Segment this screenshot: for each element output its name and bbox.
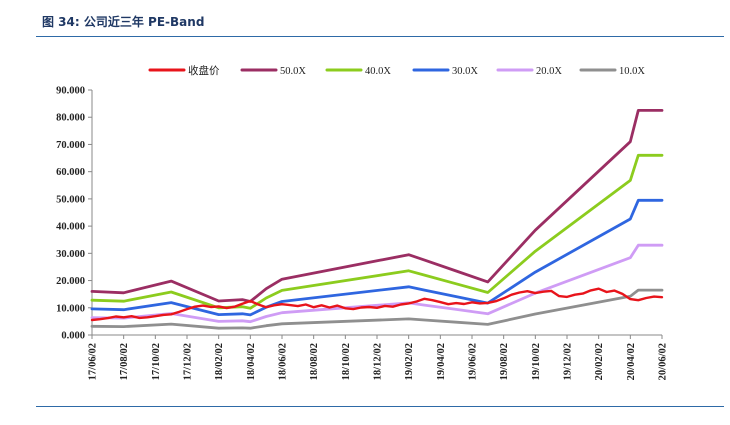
figure-title-text: 公司近三年 PE-Band bbox=[83, 15, 205, 29]
series-line-pe50 bbox=[90, 109, 664, 303]
x-tick-label: 17/12/02 bbox=[183, 343, 194, 380]
y-tick-label: 20.000 bbox=[56, 276, 85, 287]
bottom-rule bbox=[36, 406, 724, 407]
series-line-pe40 bbox=[90, 153, 664, 310]
x-tick-label: 17/08/02 bbox=[119, 343, 130, 380]
x-tick-label: 18/12/02 bbox=[373, 343, 384, 380]
x-tick-label: 18/04/02 bbox=[246, 343, 257, 380]
x-tick-label: 19/08/02 bbox=[499, 343, 510, 380]
series-line-price bbox=[90, 287, 664, 322]
legend-label-pe40: 40.0X bbox=[365, 66, 391, 77]
axes: 0.000 10.000 20.000 30.000 40.000 50.000 60.00… bbox=[56, 86, 668, 381]
x-tick-label: 20/06/02 bbox=[658, 343, 669, 380]
legend-label-pe30: 30.0X bbox=[452, 66, 478, 77]
figure-title: 图 34: 公司近三年 PE-Band bbox=[42, 13, 204, 30]
x-tick-label: 19/12/02 bbox=[563, 343, 574, 380]
y-tick-label: 60.000 bbox=[56, 167, 85, 178]
y-tick-label: 70.000 bbox=[56, 140, 85, 151]
x-tick-label: 19/04/02 bbox=[436, 343, 447, 380]
y-tick-label: 80.000 bbox=[56, 113, 85, 124]
series-line-pe10 bbox=[90, 288, 664, 330]
legend: 收盘价 50.0X 40.0X 30.0X 20.0X 10.0X bbox=[148, 64, 645, 77]
legend-label-price: 收盘价 bbox=[188, 64, 220, 77]
y-tick-label: 0.000 bbox=[61, 331, 85, 342]
x-tick-label: 17/10/02 bbox=[151, 343, 162, 380]
x-tick-label: 17/06/02 bbox=[88, 343, 99, 380]
legend-label-pe10: 10.0X bbox=[619, 66, 645, 77]
x-tick-label: 18/06/02 bbox=[278, 343, 289, 380]
figure-label: 图 34: bbox=[42, 15, 80, 29]
x-tick-label: 20/04/02 bbox=[626, 343, 637, 380]
x-tick-label: 18/02/02 bbox=[214, 343, 225, 380]
y-tick-label: 90.000 bbox=[56, 86, 85, 97]
legend-label-pe20: 20.0X bbox=[536, 66, 562, 77]
legend-label-pe50: 50.0X bbox=[280, 66, 306, 77]
x-tick-label: 18/08/02 bbox=[309, 343, 320, 380]
x-tick-label: 19/02/02 bbox=[404, 343, 415, 380]
x-tick-label: 20/02/02 bbox=[594, 343, 605, 380]
y-tick-label: 50.000 bbox=[56, 194, 85, 205]
x-tick-label: 19/06/02 bbox=[468, 343, 479, 380]
y-tick-label: 30.000 bbox=[56, 249, 85, 260]
x-tick-label: 18/10/02 bbox=[341, 343, 352, 380]
y-tick-label: 40.000 bbox=[56, 222, 85, 233]
series-line-pe30 bbox=[90, 198, 664, 317]
top-rule bbox=[36, 36, 724, 37]
figure-header: 图 34: 公司近三年 PE-Band bbox=[36, 10, 726, 34]
y-tick-label: 10.000 bbox=[56, 303, 85, 314]
series-lines bbox=[90, 109, 664, 330]
x-tick-label: 19/10/02 bbox=[531, 343, 542, 380]
